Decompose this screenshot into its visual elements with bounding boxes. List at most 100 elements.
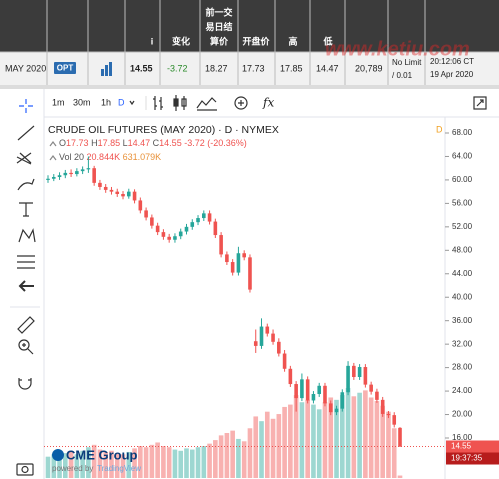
ohlc-value: 14.55 — [159, 138, 182, 148]
candle-body — [369, 384, 373, 392]
price-label: 14.55 — [451, 442, 472, 451]
tool-trendline[interactable] — [17, 125, 35, 141]
candle-body — [46, 178, 50, 180]
prior-settle: 18.27 — [205, 63, 228, 73]
candle-body — [121, 194, 125, 197]
candle-body — [242, 253, 246, 258]
volume-bar — [149, 444, 155, 478]
ohlc-value: 17.73 — [66, 138, 89, 148]
candle-body — [265, 326, 270, 334]
volume-bar — [236, 438, 241, 478]
fullscreen-arrow[interactable] — [476, 99, 484, 107]
candle-body — [219, 235, 223, 255]
candle-body — [259, 326, 264, 346]
candle-body — [248, 257, 252, 290]
screenshot-icon[interactable] — [16, 463, 34, 476]
volume-bar — [241, 441, 247, 478]
tool-pattern[interactable] — [18, 228, 36, 243]
column-header: i — [151, 36, 154, 46]
volume-bar — [172, 449, 178, 478]
candle-body — [207, 213, 212, 222]
volume-bar — [288, 404, 293, 478]
volume-bar — [213, 440, 218, 478]
volume-average: 631.079K — [123, 152, 162, 162]
candle-body — [98, 182, 102, 187]
tool-crosshair[interactable] — [19, 99, 33, 113]
candle-body — [92, 168, 96, 183]
legend-toggle[interactable] — [49, 155, 57, 161]
chart-icon[interactable] — [101, 62, 112, 76]
tool-back[interactable] — [18, 280, 34, 292]
compare-icon[interactable] — [234, 96, 248, 110]
logo-brand: TradingView — [97, 464, 141, 473]
candle-body — [386, 413, 391, 416]
candle-body — [167, 236, 171, 240]
interval[interactable]: D — [118, 97, 125, 107]
opt-label[interactable]: OPT — [57, 64, 74, 73]
fx-icon[interactable]: f𝑥 — [262, 96, 274, 110]
candle-body — [225, 254, 229, 263]
y-tick-label: 24.00 — [452, 386, 473, 395]
divider — [0, 85, 499, 89]
volume-bar — [155, 442, 160, 478]
ohlc-legend: O17.73 H17.85 L14.47 C14.55 -3.72 (-20.3… — [59, 138, 247, 148]
candle-body — [282, 353, 287, 369]
tool-prediction[interactable] — [17, 255, 35, 269]
compare-icon-plus[interactable] — [238, 100, 244, 106]
tool-magnet[interactable] — [18, 378, 32, 390]
chart-title: CRUDE OIL FUTURES (MAY 2020) · D · NYMEX — [48, 124, 279, 136]
y-tick-label: 60.00 — [452, 175, 473, 184]
legend-toggle[interactable] — [49, 141, 57, 147]
volume-bar — [80, 450, 85, 478]
opt-button[interactable] — [54, 62, 76, 74]
table-row — [0, 52, 499, 85]
volume-bar — [195, 447, 201, 478]
tool-brush[interactable] — [17, 178, 35, 191]
volume-bar — [138, 446, 143, 478]
tool-zoom-handle[interactable] — [22, 343, 34, 355]
screenshot-lens[interactable] — [21, 465, 29, 474]
ohlc-key: H — [91, 138, 98, 148]
countdown-box — [446, 452, 499, 465]
volume-bar — [230, 430, 235, 478]
tool-zoom[interactable] — [18, 339, 30, 351]
volume-bar — [247, 428, 253, 478]
volume-last: 20.844K — [87, 152, 121, 162]
volume-bar — [109, 450, 114, 478]
candle-body — [392, 415, 397, 425]
tool-text[interactable] — [19, 202, 33, 217]
interval[interactable]: 1h — [101, 97, 111, 107]
candle-body — [144, 210, 148, 218]
volume-bar — [161, 446, 166, 478]
volume-bar — [57, 455, 62, 478]
volume-label: Vol 20 — [59, 152, 84, 162]
candle-body — [63, 172, 68, 176]
tool-measure[interactable] — [17, 316, 35, 334]
bars-icon[interactable] — [153, 96, 163, 110]
candle-body — [69, 172, 73, 175]
volume-bar — [51, 454, 57, 478]
candle-body — [86, 168, 91, 170]
candle-body — [352, 365, 356, 377]
volume-bar — [178, 450, 184, 478]
indicators-icon[interactable] — [196, 97, 217, 111]
candles-icon[interactable] — [173, 95, 187, 111]
fullscreen-icon[interactable] — [473, 96, 487, 110]
logo-name: CME Group — [66, 447, 138, 462]
candle-body — [213, 221, 218, 236]
interval[interactable]: 1m — [52, 97, 65, 107]
interval[interactable]: 30m — [73, 97, 91, 107]
candle-body — [132, 191, 137, 201]
candle-body — [300, 379, 304, 399]
volume-bar — [270, 418, 276, 478]
volume-bar — [114, 453, 120, 478]
column-header: 前一交 — [205, 6, 232, 17]
interval-dropdown[interactable] — [129, 100, 135, 106]
countdown: 19:37:35 — [451, 454, 483, 463]
candle-body — [317, 385, 322, 395]
tool-fib[interactable] — [16, 152, 32, 165]
table-header — [0, 0, 499, 52]
candle-body — [346, 365, 350, 393]
candle-body — [51, 176, 56, 179]
ohlc-value: 14.47 — [128, 138, 151, 148]
